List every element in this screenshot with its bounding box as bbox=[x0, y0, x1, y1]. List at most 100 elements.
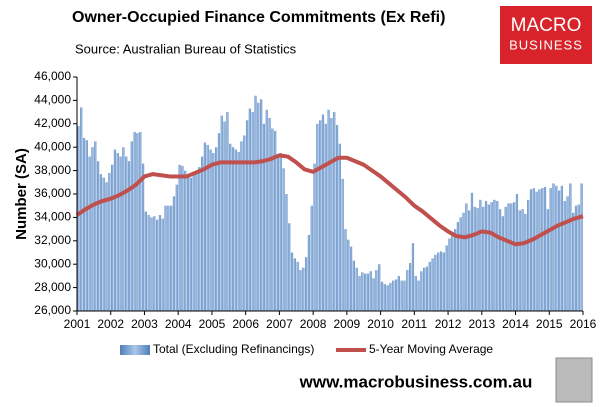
bar bbox=[192, 174, 195, 311]
bar bbox=[366, 273, 370, 311]
bar bbox=[108, 172, 111, 311]
bar bbox=[262, 123, 266, 311]
bar bbox=[296, 261, 299, 311]
bar bbox=[428, 261, 431, 311]
logo-box bbox=[500, 6, 592, 64]
bar bbox=[546, 209, 549, 311]
bar bbox=[507, 203, 510, 311]
bar bbox=[442, 252, 445, 311]
bar bbox=[358, 275, 361, 311]
bar bbox=[130, 141, 133, 311]
bar bbox=[96, 161, 100, 311]
y-tick-label: 34,000 bbox=[34, 210, 71, 224]
logo-icon bbox=[555, 357, 593, 403]
bar bbox=[378, 264, 381, 311]
bar bbox=[144, 211, 147, 311]
bar bbox=[229, 143, 232, 311]
bar bbox=[473, 206, 476, 311]
y-tick-label: 46,000 bbox=[34, 69, 71, 83]
bar bbox=[468, 210, 471, 311]
bar bbox=[563, 201, 566, 311]
bar bbox=[88, 156, 91, 311]
bar bbox=[476, 208, 479, 311]
bar bbox=[310, 205, 313, 311]
bar bbox=[451, 233, 454, 311]
bar bbox=[290, 252, 294, 311]
bar bbox=[383, 284, 386, 311]
bar bbox=[254, 95, 257, 311]
bar bbox=[552, 183, 555, 311]
x-tick-label: 2014 bbox=[502, 317, 529, 331]
bar bbox=[150, 217, 153, 311]
legend-label: 5-Year Moving Average bbox=[369, 342, 493, 356]
bar bbox=[170, 205, 173, 311]
bar bbox=[248, 108, 251, 311]
bar bbox=[569, 183, 572, 311]
bar bbox=[85, 140, 88, 311]
bar bbox=[125, 156, 128, 311]
bar bbox=[127, 161, 131, 311]
bar bbox=[479, 199, 482, 311]
bar bbox=[521, 209, 524, 311]
bar bbox=[181, 165, 184, 311]
bar bbox=[527, 199, 530, 311]
bar bbox=[518, 210, 521, 311]
legend-swatch bbox=[120, 345, 150, 355]
bar bbox=[408, 263, 412, 311]
bar bbox=[361, 272, 364, 311]
bar bbox=[212, 153, 215, 311]
bar bbox=[189, 177, 192, 311]
bar bbox=[223, 121, 226, 312]
logo-text: MACRO bbox=[511, 15, 582, 36]
bar bbox=[462, 212, 465, 311]
bar bbox=[276, 156, 280, 311]
x-tick-label: 2010 bbox=[367, 317, 394, 331]
bar bbox=[105, 182, 108, 311]
bar bbox=[240, 141, 243, 311]
bar bbox=[80, 107, 83, 311]
x-tick-label: 2013 bbox=[468, 317, 495, 331]
bar bbox=[397, 275, 400, 311]
bar bbox=[307, 234, 311, 311]
bar bbox=[91, 147, 94, 311]
bar bbox=[226, 112, 229, 311]
bar bbox=[243, 135, 246, 311]
bar bbox=[305, 257, 308, 311]
bar bbox=[364, 273, 367, 311]
bar bbox=[400, 280, 403, 311]
bar bbox=[234, 149, 237, 311]
bar bbox=[431, 258, 434, 311]
bar bbox=[558, 190, 561, 311]
bar bbox=[445, 245, 448, 311]
y-axis-label: Number (SA) bbox=[13, 148, 30, 240]
bar bbox=[510, 203, 513, 311]
bar bbox=[175, 184, 178, 311]
bar bbox=[580, 183, 583, 311]
bar bbox=[94, 141, 97, 311]
bar bbox=[82, 137, 86, 311]
bar bbox=[302, 267, 305, 311]
bar bbox=[299, 270, 302, 311]
bar bbox=[122, 147, 125, 311]
bar bbox=[136, 133, 139, 311]
bar bbox=[245, 120, 249, 311]
bar bbox=[324, 123, 327, 311]
bar bbox=[434, 254, 437, 311]
bar bbox=[355, 267, 358, 311]
bar bbox=[111, 164, 114, 311]
bar bbox=[529, 189, 533, 311]
website: www.macrobusiness.com.au bbox=[299, 372, 533, 391]
y-tick-label: 44,000 bbox=[34, 93, 71, 107]
x-tick-label: 2004 bbox=[165, 317, 192, 331]
x-tick-label: 2009 bbox=[334, 317, 361, 331]
bar bbox=[321, 114, 325, 311]
bar bbox=[198, 167, 201, 311]
y-tick-label: 30,000 bbox=[34, 256, 71, 270]
bar bbox=[496, 201, 499, 311]
bar bbox=[425, 266, 429, 311]
bar bbox=[206, 144, 209, 311]
bar bbox=[454, 229, 457, 311]
bar bbox=[566, 196, 569, 311]
logo-text: BUSINESS bbox=[509, 37, 583, 52]
bar bbox=[543, 186, 547, 311]
